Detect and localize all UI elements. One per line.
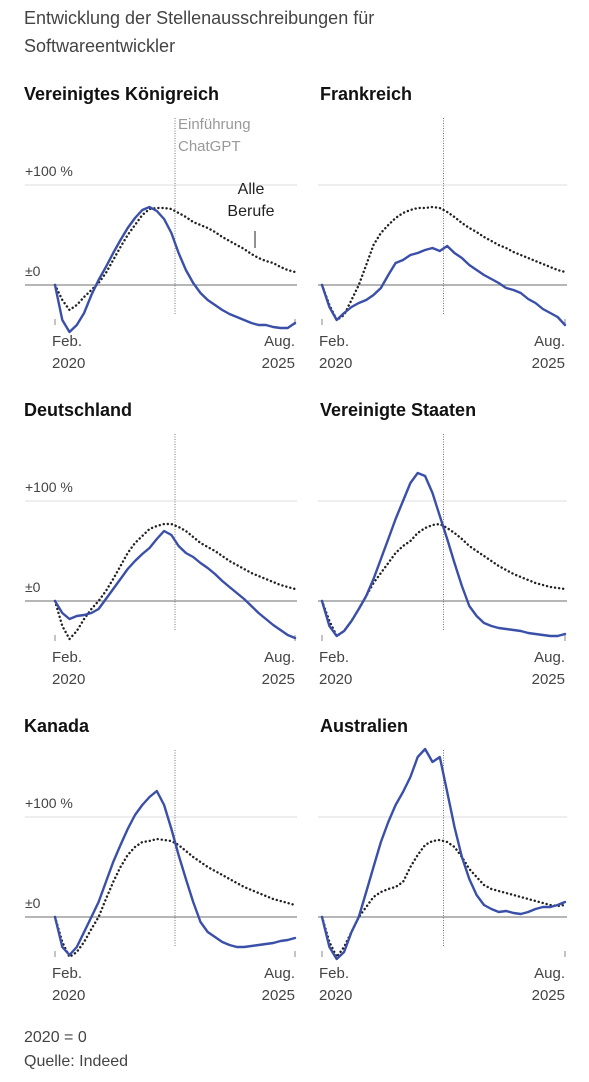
x-tick-label: Feb. 2020	[52, 649, 85, 688]
all-jobs-line	[320, 205, 567, 322]
all-jobs-line	[320, 838, 567, 959]
footer: 2020 = 0 Quelle: Indeed	[24, 1026, 128, 1074]
all-jobs-line	[53, 837, 297, 959]
developer-line	[53, 205, 297, 334]
note: 2020 = 0	[24, 1029, 87, 1046]
all-jobs-line	[53, 522, 297, 641]
series-label: Alle Berufe	[227, 181, 274, 220]
y-tick-label: ±0	[25, 895, 41, 911]
x-tick-label: Feb. 2020	[52, 965, 85, 1004]
chart-title: Vereinigtes Königreich	[24, 84, 219, 104]
chart-title: Kanada	[24, 716, 90, 736]
developer-line	[320, 244, 567, 327]
charts: Vereinigtes Königreich ±0 +100 % Einführung…	[24, 84, 567, 1004]
x-tick-label: Feb. 2020	[52, 333, 85, 372]
chart-title: Deutschland	[24, 400, 132, 420]
x-tick-label: Aug. 2025	[532, 333, 565, 372]
x-tick-label: Aug. 2025	[532, 965, 565, 1004]
chart-title: Frankreich	[320, 84, 412, 104]
x-tick-label: Aug. 2025	[262, 649, 295, 688]
y-tick-label: +100 %	[25, 795, 73, 811]
x-tick-label: Aug. 2025	[262, 333, 295, 372]
x-tick-label: Aug. 2025	[532, 649, 565, 688]
x-tick-label: Aug. 2025	[262, 965, 295, 1004]
source: Quelle: Indeed	[24, 1053, 129, 1070]
y-tick-label: ±0	[25, 579, 41, 595]
x-tick-label: Feb. 2020	[319, 965, 352, 1004]
developer-line	[320, 747, 567, 961]
developer-line	[53, 529, 297, 640]
chart-title: Vereinigte Staaten	[320, 400, 476, 420]
page-title: Entwicklung der Stellenausschreibungen f…	[24, 8, 375, 56]
y-tick-label: +100 %	[25, 163, 73, 179]
y-tick-label: ±0	[25, 263, 41, 279]
y-tick-label: +100 %	[25, 479, 73, 495]
marker-label: Einführung ChatGPT	[178, 116, 251, 155]
x-tick-label: Feb. 2020	[319, 649, 352, 688]
developer-line	[320, 471, 567, 638]
chart-title: Australien	[320, 716, 408, 736]
x-tick-label: Feb. 2020	[319, 333, 352, 372]
all-jobs-line	[53, 206, 297, 312]
developer-line	[53, 789, 297, 957]
